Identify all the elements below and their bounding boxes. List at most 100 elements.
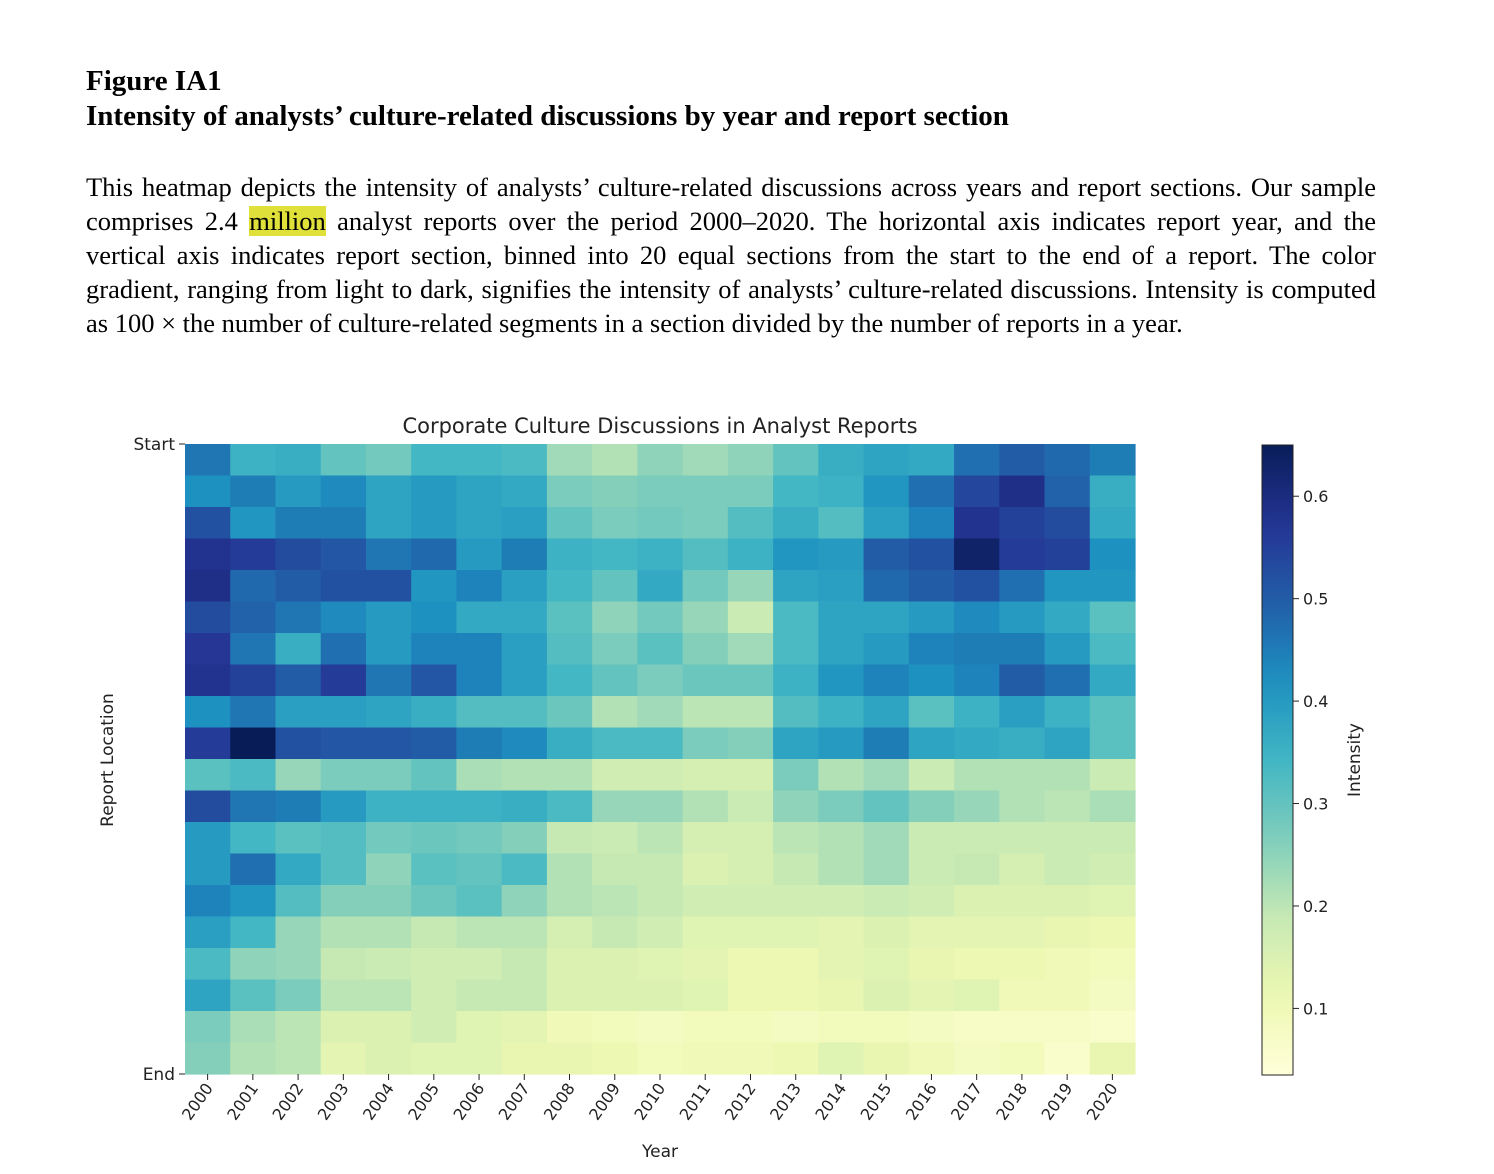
heatmap-cell [908,633,955,666]
heatmap-cell [863,664,910,697]
heatmap-cell [501,1042,548,1075]
heatmap-cell [411,664,458,697]
heatmap-cell [727,759,774,792]
heatmap-cell [818,664,865,697]
heatmap-cell [501,948,548,981]
heatmap-cell [230,1011,277,1044]
heatmap-cell [456,633,503,666]
colorbar-gradient [1261,444,1294,1076]
heatmap-cell [456,444,503,477]
x-tick-label: 2011 [676,1079,715,1123]
x-tick-label: 2002 [268,1079,307,1123]
colorbar-tick-label: 0.4 [1303,692,1328,711]
heatmap-cell [818,633,865,666]
heatmap-cell [818,759,865,792]
heatmap-cell [456,664,503,697]
heatmap-cell [275,759,322,792]
x-tick-label: 2016 [902,1079,941,1123]
x-tick-label: 2020 [1083,1079,1122,1123]
heatmap-cell [185,885,231,918]
heatmap-cell [1044,601,1091,634]
heatmap-cell [954,822,1000,855]
heatmap-cell [456,601,503,634]
heatmap-cell [1044,885,1091,918]
heatmap-cell [773,916,819,949]
heatmap-cell [1044,790,1091,823]
heatmap-cell [818,790,865,823]
heatmap-cell [501,1011,548,1044]
heatmap-cell [185,948,231,981]
x-tick-label: 2003 [314,1079,353,1123]
x-tick-label: 2006 [449,1079,488,1123]
heatmap-cell [954,601,1000,634]
heatmap-cell [818,853,865,886]
x-axis-label: Year [641,1142,678,1162]
heatmap-cell [818,979,865,1012]
heatmap-cell [727,696,774,729]
heatmap-cell [908,475,955,508]
heatmap-cell [365,1011,412,1044]
heatmap-cell [365,664,412,697]
heatmap-cell [773,601,819,634]
heatmap-cell [818,916,865,949]
heatmap-cell [456,853,503,886]
heatmap-cell [999,948,1046,981]
heatmap-cell [999,444,1046,477]
heatmap-cell [773,633,819,666]
heatmap-cell [908,538,955,571]
heatmap-cell [546,1042,593,1075]
heatmap-cell [863,601,910,634]
heatmap-cell [1044,538,1091,571]
heatmap-cell [637,601,684,634]
heatmap-cell [773,948,819,981]
heatmap-cell [411,696,458,729]
x-tick-label: 2001 [223,1079,262,1123]
heatmap-cell [185,759,231,792]
heatmap-cell [637,885,684,918]
heatmap-cell [908,570,955,603]
heatmap-cell [727,885,774,918]
heatmap-cell [954,916,1000,949]
heatmap-cell [185,1042,231,1075]
heatmap-cell [637,444,684,477]
heatmap-cell [275,979,322,1012]
heatmap-cell [592,444,638,477]
heatmap-cell [1089,696,1136,729]
heatmap-cell [863,696,910,729]
heatmap-cell [411,885,458,918]
heatmap-cell [863,759,910,792]
heatmap-cell [365,444,412,477]
heatmap-cell [727,1011,774,1044]
heatmap-cell [365,759,412,792]
heatmap-cell [275,790,322,823]
heatmap-cell [727,633,774,666]
figure-caption: This heatmap depicts the intensity of an… [86,170,1376,340]
heatmap-cell [230,570,277,603]
heatmap-cell [954,885,1000,918]
heatmap-cell [863,822,910,855]
heatmap-cell [546,853,593,886]
colorbar-tick-label: 0.5 [1303,590,1328,609]
heatmap-cell [592,1042,638,1075]
heatmap-cell [411,570,458,603]
heatmap-cell [818,948,865,981]
heatmap-cell [365,570,412,603]
heatmap-cell [1089,885,1136,918]
heatmap-cell [908,507,955,540]
x-tick-label: 2005 [404,1079,443,1123]
heatmap-cell [1089,633,1136,666]
heatmap-cell [1044,1042,1091,1075]
heatmap-cell [999,664,1046,697]
heatmap-cells [185,444,1136,1075]
heatmap-cell [501,916,548,949]
heatmap-cell [818,538,865,571]
heatmap-cell [1044,696,1091,729]
heatmap-cell [456,1042,503,1075]
heatmap-cell [456,475,503,508]
heatmap-cell [185,538,231,571]
heatmap-cell [908,948,955,981]
heatmap-cell [411,444,458,477]
heatmap-cell [1089,1011,1136,1044]
heatmap-cell [546,570,593,603]
heatmap-cell [908,1011,955,1044]
